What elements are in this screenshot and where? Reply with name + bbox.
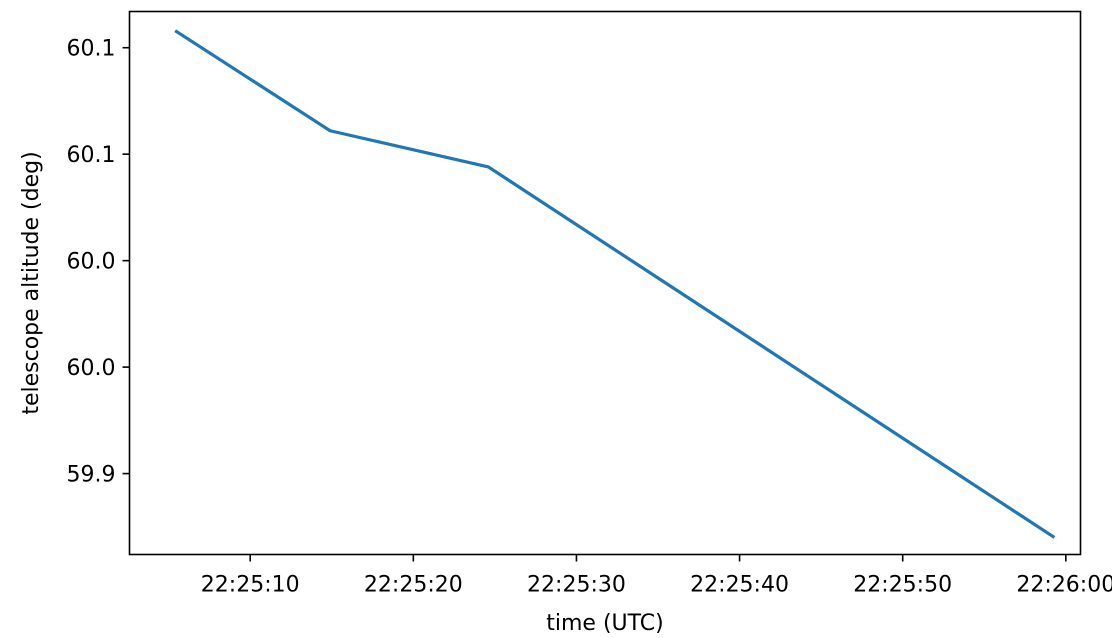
y-tick-label: 60.0 [67,356,116,381]
series-layer [174,29,1056,539]
x-tick-label: 22:26:00 [1016,573,1112,598]
y-tick-label: 60.1 [67,37,116,62]
y-axis-label: telescope altitude (deg) [19,151,44,414]
series-line [174,29,1056,539]
y-tick-label: 59.9 [67,463,116,488]
y-tick-label: 60.1 [67,143,116,168]
x-tick-label: 22:25:40 [690,573,789,598]
x-tick-label: 22:25:20 [364,573,463,598]
x-tick-label: 22:25:30 [527,573,626,598]
x-axis-label: time (UTC) [546,611,663,636]
x-tick-label: 22:25:50 [853,573,952,598]
x-tick-label: 22:25:10 [201,573,300,598]
y-tick-label: 60.0 [67,250,116,275]
y-axis-ticks: 59.9 60.0 60.0 60.1 60.1 [67,37,130,488]
x-axis-ticks: 22:25:10 22:25:20 22:25:30 22:25:40 22:25:50… [201,554,1112,598]
plot-area-frame [128,10,1082,556]
